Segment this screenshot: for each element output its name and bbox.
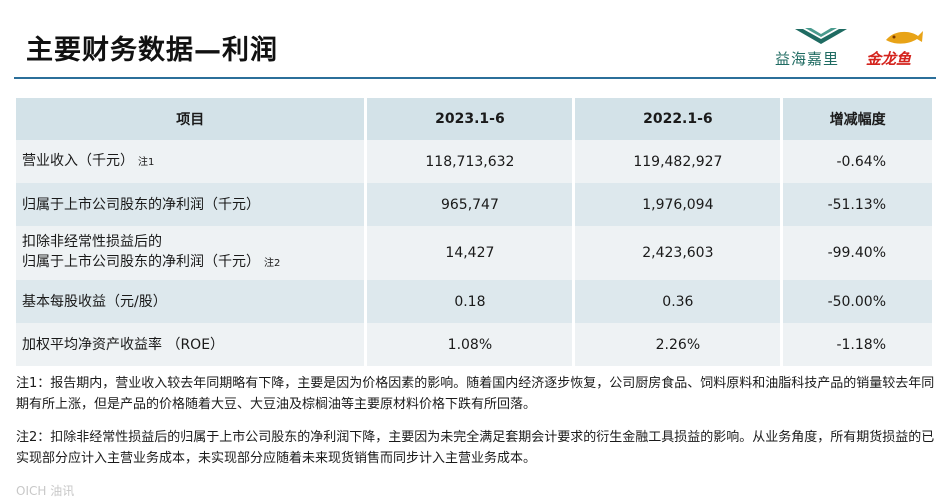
- page-title: 主要财务数据—利润: [26, 35, 278, 66]
- watermark: OICH 油讯: [16, 484, 75, 498]
- cell-2023: 965,747: [365, 183, 576, 226]
- column-header-2022: 2022.1-6: [573, 98, 784, 140]
- cell-2023: 1.08%: [365, 323, 576, 366]
- column-header-2023: 2023.1-6: [365, 98, 576, 140]
- cell-change: -99.40%: [781, 226, 932, 280]
- jinlongyu-logo: 金龙鱼: [866, 28, 932, 68]
- row-label: 归属于上市公司股东的净利润（千元）: [16, 183, 368, 226]
- column-header-change: 增减幅度: [781, 98, 932, 140]
- cell-change: -0.64%: [781, 140, 932, 183]
- table-header-row: 项目 2023.1-6 2022.1-6 增减幅度: [16, 98, 932, 140]
- jinlongyu-logo-text: 金龙鱼: [866, 50, 912, 68]
- column-header-item: 项目: [16, 98, 368, 140]
- cell-change: -51.13%: [781, 183, 932, 226]
- cell-2023: 118,713,632: [365, 140, 576, 183]
- yihai-logo-text: 益海嘉里: [775, 50, 840, 68]
- cell-2022: 0.36: [573, 280, 784, 323]
- table-row: 营业收入（千元） 注1 118,713,632 119,482,927 -0.64…: [16, 140, 932, 183]
- yihai-kerry-logo: 益海嘉里: [775, 26, 865, 70]
- note-marker: 注2: [264, 258, 281, 269]
- note-marker: 注1: [138, 156, 155, 168]
- footnotes: 注1：报告期内，营业收入较去年同期略有下降，主要是因为价格因素的影响。随着国内经…: [16, 373, 936, 469]
- cell-2022: 2,423,603: [573, 226, 784, 280]
- cell-2022: 2.26%: [573, 323, 784, 366]
- header-divider: [14, 77, 936, 79]
- footnote-1: 注1：报告期内，营业收入较去年同期略有下降，主要是因为价格因素的影响。随着国内经…: [16, 376, 935, 412]
- table-row: 扣除非经常性损益后的 归属于上市公司股东的净利润（千元） 注2 14,427 2,4…: [16, 226, 932, 280]
- row-label: 基本每股收益（元/股）: [16, 280, 368, 323]
- cell-2023: 0.18: [365, 280, 576, 323]
- cell-2022: 1,976,094: [573, 183, 784, 226]
- table-row: 加权平均净资产收益率 （ROE） 1.08% 2.26% -1.18%: [16, 323, 932, 366]
- row-label: 营业收入（千元） 注1: [16, 140, 368, 183]
- fish-icon: [886, 31, 923, 44]
- row-label: 加权平均净资产收益率 （ROE）: [16, 323, 368, 366]
- table-row: 归属于上市公司股东的净利润（千元） 965,747 1,976,094 -51.…: [16, 183, 932, 226]
- wings-icon: [795, 28, 847, 44]
- cell-change: -50.00%: [781, 280, 932, 323]
- footnote-2: 注2：扣除非经常性损益后的归属于上市公司股东的净利润下降，主要因为未完全满足套期…: [16, 430, 935, 466]
- table-row: 基本每股收益（元/股） 0.18 0.36 -50.00%: [16, 280, 932, 323]
- cell-2022: 119,482,927: [573, 140, 784, 183]
- cell-change: -1.18%: [781, 323, 932, 366]
- profit-table: 项目 2023.1-6 2022.1-6 增减幅度 营业收入（千元） 注1 118…: [16, 98, 932, 366]
- row-label: 扣除非经常性损益后的 归属于上市公司股东的净利润（千元） 注2: [16, 226, 368, 280]
- cell-2023: 14,427: [365, 226, 576, 280]
